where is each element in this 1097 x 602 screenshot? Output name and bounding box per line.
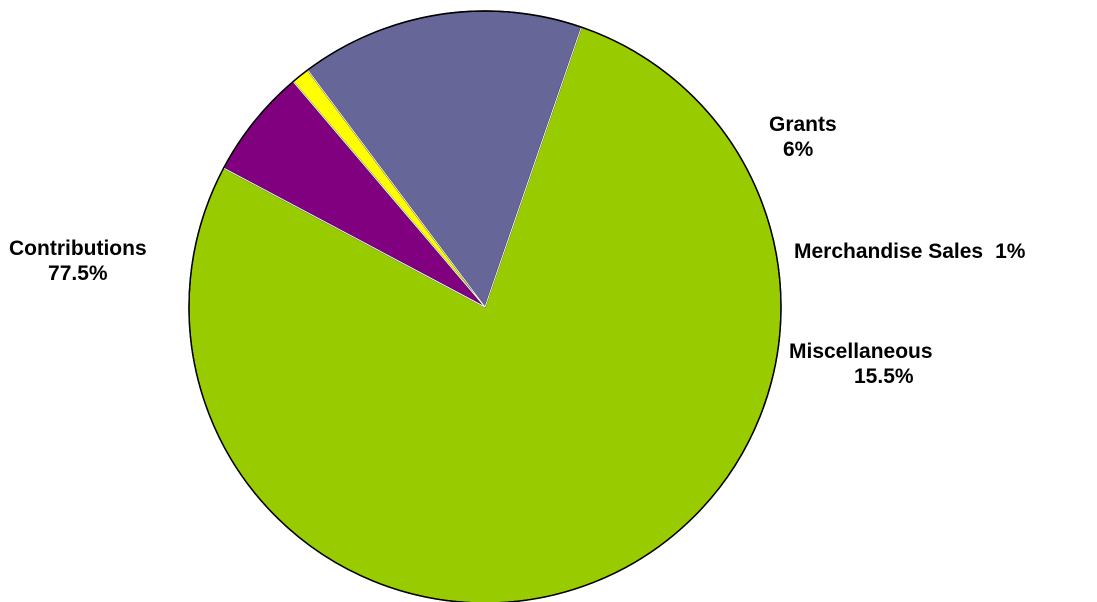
slice-label-grants: Grants 6%	[769, 112, 837, 162]
slice-label-miscellaneous-name: Miscellaneous	[789, 340, 933, 363]
slice-label-miscellaneous-value: 15.5%	[854, 365, 914, 388]
pie-slice-separator	[292, 81, 486, 308]
slice-label-grants-name: Grants	[769, 113, 837, 136]
pie-outline	[188, 10, 782, 602]
slice-label-merchandise-sales: Merchandise Sales 1%	[794, 239, 1025, 264]
slice-label-contributions: Contributions 77.5%	[9, 236, 147, 286]
slice-label-miscellaneous: Miscellaneous 15.5%	[789, 339, 933, 389]
slice-label-contributions-value: 77.5%	[48, 262, 108, 285]
slice-label-contributions-name: Contributions	[9, 237, 147, 260]
pie-slice-separator	[307, 69, 486, 308]
pie-slice-separator	[484, 26, 582, 308]
pie-slice-separator	[223, 167, 486, 308]
slice-label-grants-value: 6%	[783, 138, 814, 161]
slice-label-merchandise-sales-name: Merchandise Sales	[794, 240, 984, 263]
slice-label-merchandise-sales-value: 1%	[995, 240, 1026, 263]
